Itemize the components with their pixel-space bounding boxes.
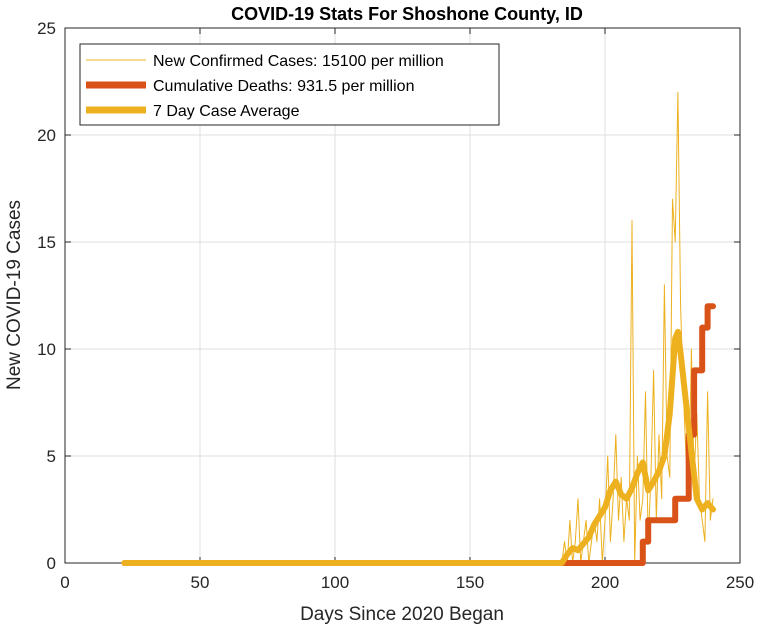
x-axis-label: Days Since 2020 Began (300, 604, 504, 625)
legend-box (79, 43, 500, 126)
tick-labels: 0 50 100 150 200 250 0 5 10 15 20 25 (37, 19, 754, 592)
legend-label-cumulative-deaths: Cumulative Deaths: 931.5 per million (153, 78, 414, 95)
x-tick-label: 50 (191, 573, 210, 592)
y-axis-label: New COVID-19 Cases (4, 200, 25, 390)
y-tick-label: 0 (47, 554, 56, 573)
x-tick-label: 100 (321, 573, 349, 592)
seven-day-average-line (121, 328, 716, 566)
x-tick-label: 250 (726, 573, 754, 592)
y-tick-label: 15 (37, 233, 56, 252)
series-lines (121, 91, 716, 566)
legend-label-new-cases: New Confirmed Cases: 15100 per million (153, 53, 444, 70)
x-tick-label: 150 (456, 573, 484, 592)
y-tick-label: 10 (37, 340, 56, 359)
legend-label-7-day-average: 7 Day Case Average (153, 103, 300, 120)
y-tick-label: 20 (37, 126, 56, 145)
x-tick-label: 0 (60, 573, 69, 592)
y-tick-label: 5 (47, 447, 56, 466)
x-tick-label: 200 (591, 573, 619, 592)
cumulative-deaths-line (121, 303, 716, 566)
chart-title: COVID-19 Stats For Shoshone County, ID (231, 4, 583, 24)
y-tick-label: 25 (37, 19, 56, 38)
legend: New Confirmed Cases: 15100 per million C… (79, 43, 500, 126)
